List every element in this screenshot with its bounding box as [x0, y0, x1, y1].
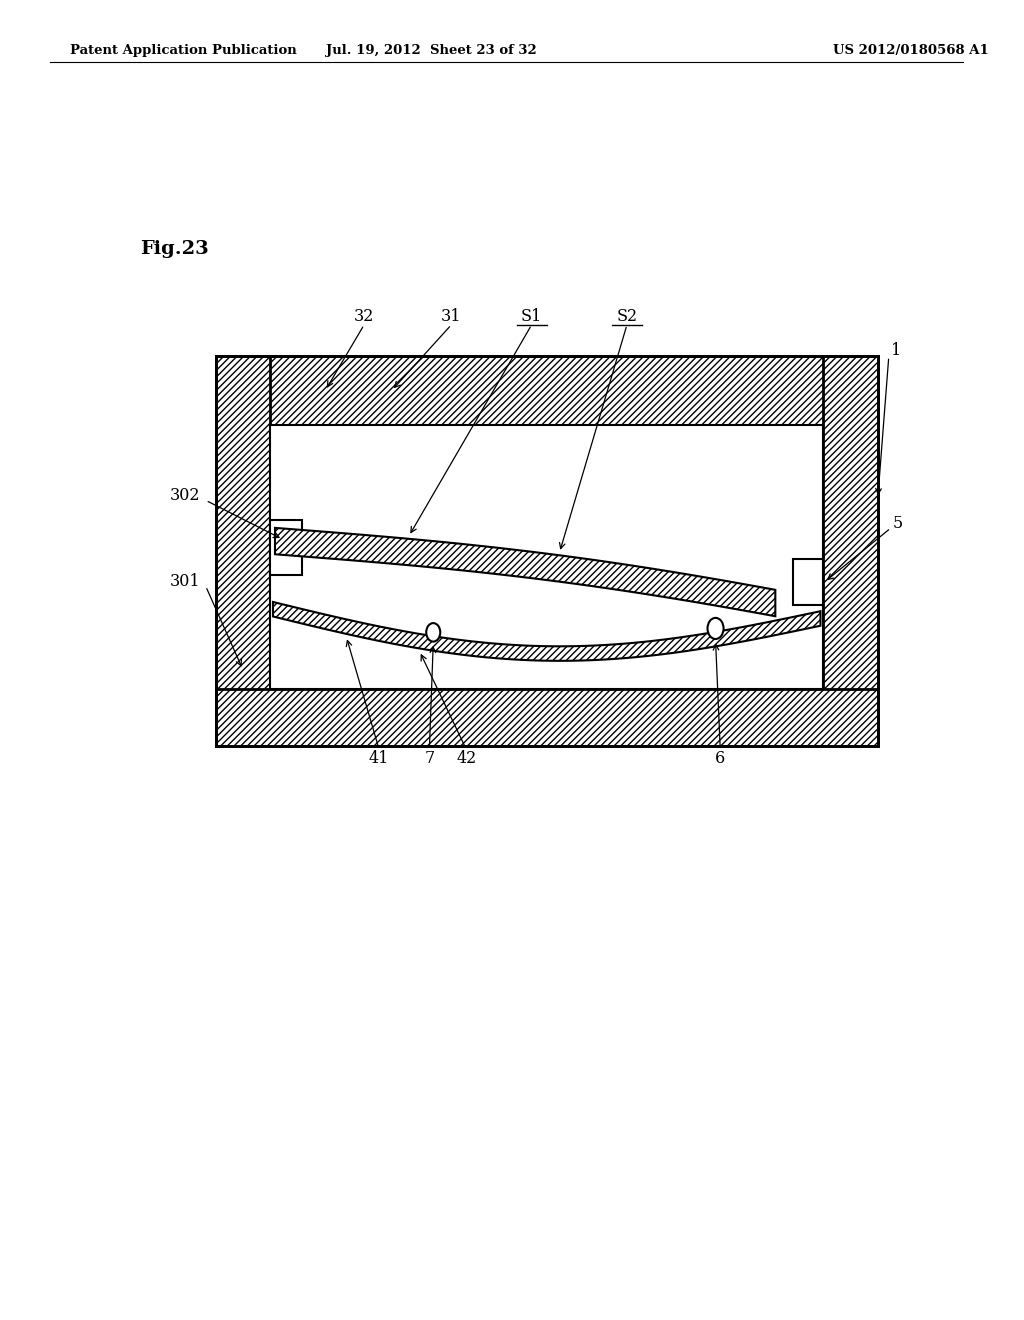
Text: 42: 42: [457, 750, 476, 767]
Text: 32: 32: [354, 308, 375, 325]
Bar: [794, 558, 823, 605]
Bar: [216, 356, 270, 746]
Text: S1: S1: [521, 308, 543, 325]
Text: Patent Application Publication: Patent Application Publication: [71, 44, 297, 57]
Text: 301: 301: [170, 573, 201, 590]
Polygon shape: [275, 528, 775, 616]
Bar: [270, 425, 823, 689]
Bar: [216, 356, 878, 746]
Text: 31: 31: [441, 308, 462, 325]
Text: 41: 41: [369, 750, 389, 767]
Text: US 2012/0180568 A1: US 2012/0180568 A1: [833, 44, 988, 57]
Text: 5: 5: [893, 515, 903, 532]
Polygon shape: [273, 602, 820, 661]
Bar: [270, 520, 302, 576]
Bar: [823, 356, 878, 746]
Text: 1: 1: [891, 342, 901, 359]
Bar: [216, 356, 878, 425]
Text: Jul. 19, 2012  Sheet 23 of 32: Jul. 19, 2012 Sheet 23 of 32: [326, 44, 537, 57]
Circle shape: [708, 618, 724, 639]
Text: 7: 7: [424, 750, 434, 767]
Text: S2: S2: [616, 308, 638, 325]
Text: 6: 6: [715, 750, 725, 767]
Text: Fig.23: Fig.23: [140, 240, 209, 259]
Text: 302: 302: [170, 487, 201, 504]
Bar: [216, 689, 878, 746]
Circle shape: [426, 623, 440, 642]
